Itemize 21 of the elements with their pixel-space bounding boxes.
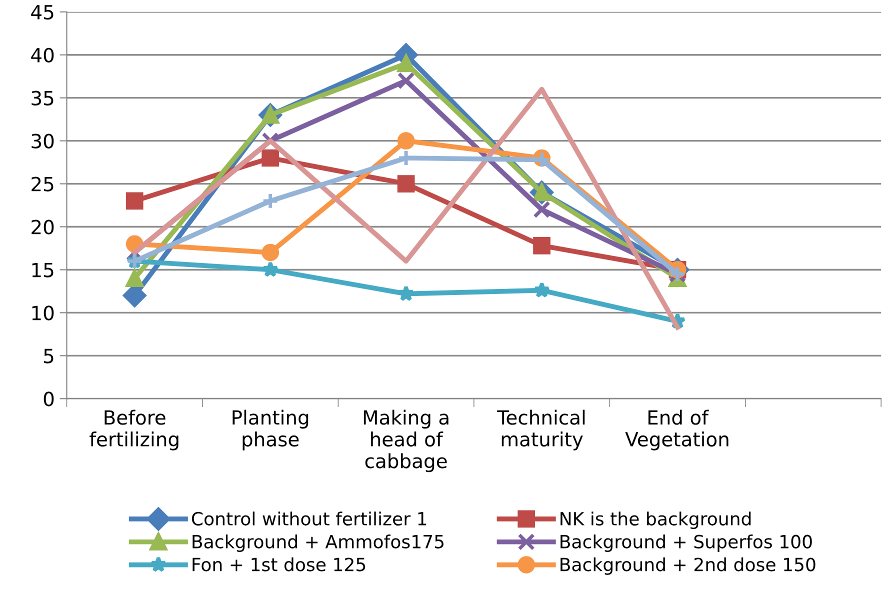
x-tick-label: Making a head of cabbage xyxy=(364,410,448,472)
y-tick-label: 20 xyxy=(32,220,54,234)
legend-label: Fon + 1st dose 125 xyxy=(192,557,366,572)
legend-label: Background + Superfos 100 xyxy=(560,534,812,552)
y-tick-label: 35 xyxy=(32,90,54,106)
legend-label: NK is the background xyxy=(560,512,751,530)
y-tick-label: 10 xyxy=(32,306,54,320)
x-tick-label: End of Vegetation xyxy=(625,410,728,450)
x-tick-label: Technical maturity xyxy=(497,410,585,450)
x-tick-label: Planting phase xyxy=(232,410,308,450)
y-tick-label: 30 xyxy=(32,134,54,148)
y-tick-label: 40 xyxy=(31,48,54,63)
x-tick-label: Before fertilizing xyxy=(90,410,178,450)
y-tick-label: 15 xyxy=(32,262,54,278)
legend-label: Background + 2nd dose 150 xyxy=(560,557,816,575)
y-tick-label: 45 xyxy=(31,5,54,20)
y-tick-label: 0 xyxy=(44,392,54,406)
y-tick-label: 5 xyxy=(44,348,54,364)
legend-label: Background + Ammofos175 xyxy=(192,534,444,552)
y-tick-label: 25 xyxy=(32,176,54,192)
legend-label: Control without fertilizer 1 xyxy=(192,512,426,526)
